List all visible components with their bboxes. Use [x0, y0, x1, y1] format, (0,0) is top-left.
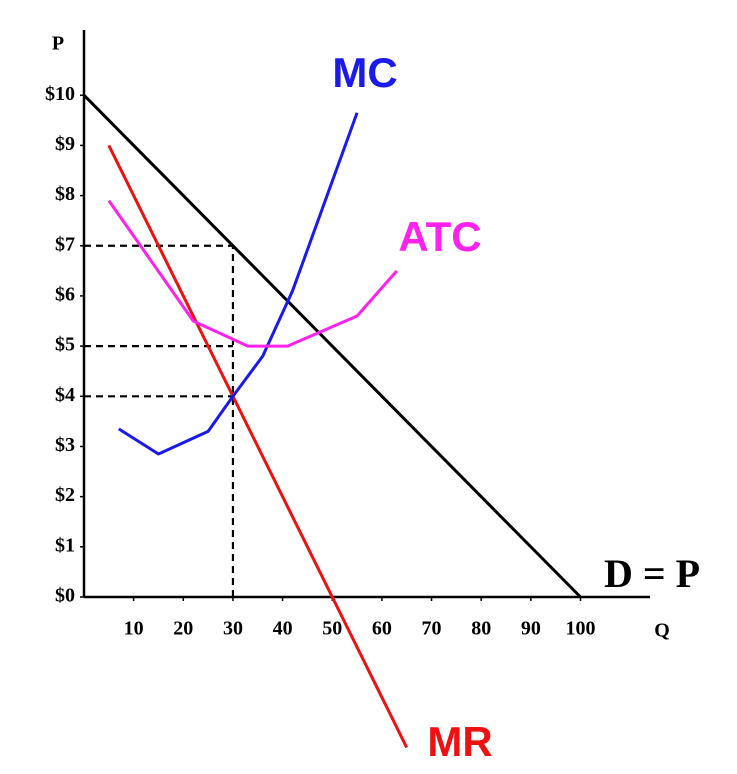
series-label: MC: [332, 49, 397, 96]
series-line: [107, 199, 398, 348]
x-tick-label: 60: [372, 618, 392, 640]
y-tick-label: $6: [55, 284, 75, 306]
x-tick-label: 30: [223, 618, 243, 640]
series-line: [82, 94, 582, 599]
y-tick-label: $8: [55, 183, 75, 205]
x-tick-label: 100: [565, 618, 595, 640]
y-tick-label: $7: [55, 233, 75, 255]
y-tick-label: $3: [55, 434, 75, 456]
y-tick-label: $5: [55, 334, 75, 356]
series-line: [117, 112, 359, 456]
y-tick-label: $1: [55, 534, 75, 556]
x-tick-label: 10: [124, 618, 144, 640]
y-tick-label: $10: [45, 83, 75, 105]
series-label: D = P: [604, 551, 700, 596]
x-tick-label: 90: [521, 618, 541, 640]
x-tick-label: 20: [173, 618, 193, 640]
y-tick-label: $9: [55, 133, 75, 155]
x-axis-label: Q: [654, 620, 670, 642]
y-tick-label: $0: [55, 585, 75, 607]
y-tick-label: $2: [55, 484, 75, 506]
y-axis-label: P: [52, 33, 64, 55]
y-tick-label: $4: [55, 384, 75, 406]
x-tick-label: 50: [322, 618, 342, 640]
series-line: [107, 144, 409, 749]
x-tick-label: 70: [422, 618, 442, 640]
series-label: ATC: [398, 213, 481, 260]
series-label: MR: [427, 718, 492, 765]
x-tick-label: 80: [471, 618, 491, 640]
x-tick-label: 40: [273, 618, 293, 640]
